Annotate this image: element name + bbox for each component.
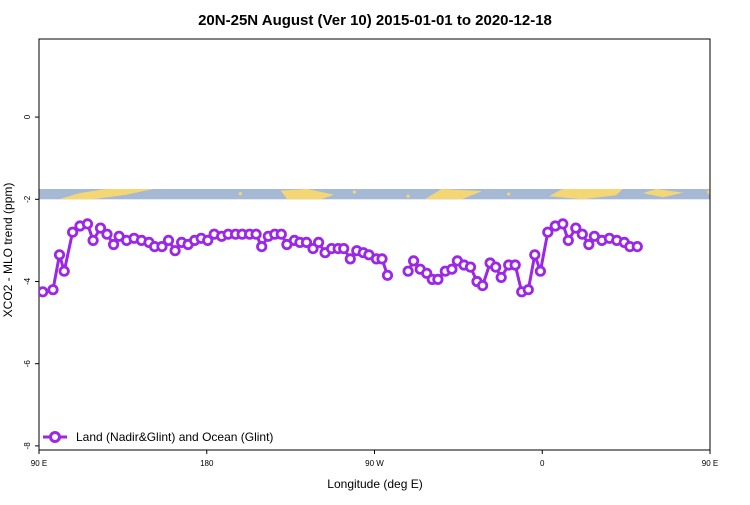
map-strip	[39, 189, 710, 200]
map-land-3	[549, 189, 623, 200]
data-point	[402, 265, 414, 277]
y-axis-label: XCO2 - MLO trend (ppm)	[1, 183, 15, 318]
y-axis: 0 -2 -4 -6 -8	[23, 114, 39, 449]
data-point	[490, 261, 502, 273]
map-land-1	[280, 189, 335, 200]
data-point	[67, 226, 79, 238]
map-land-0	[59, 189, 154, 200]
data-point	[58, 265, 70, 277]
data-point	[300, 236, 313, 248]
x-tick-label: 0	[540, 459, 545, 468]
data-point	[542, 226, 554, 238]
x-tick-label: 180	[200, 459, 214, 468]
data-point	[464, 261, 477, 273]
map-land-5	[706, 189, 710, 196]
x-tick-label: 90 E	[702, 459, 718, 468]
x-tick-label: 90 E	[31, 459, 47, 468]
data-point	[631, 241, 643, 253]
data-point	[432, 273, 444, 285]
map-land-speck-2	[507, 192, 511, 196]
data-point	[509, 259, 521, 271]
data-point	[108, 238, 120, 251]
legend-label: Land (Nadir&Glint) and Ocean (Glint)	[76, 430, 273, 444]
data-point	[53, 249, 66, 261]
y-tick-label: -4	[23, 277, 32, 285]
data-point	[344, 253, 356, 265]
x-tick-label: 90 W	[365, 459, 384, 468]
data-point	[156, 241, 168, 253]
series-layer	[39, 218, 643, 298]
x-axis-label: Longitude (deg E)	[327, 477, 422, 491]
y-tick-label: 0	[23, 114, 32, 119]
data-point	[381, 269, 394, 281]
map-land-4	[642, 189, 684, 198]
map-ocean	[39, 189, 710, 200]
data-point	[275, 228, 287, 240]
y-tick-label: -6	[23, 360, 32, 368]
data-point	[446, 263, 458, 275]
data-point	[256, 241, 268, 253]
data-point	[101, 228, 113, 240]
data-point	[87, 234, 99, 246]
data-point	[407, 255, 420, 267]
y-tick-label: -8	[23, 442, 32, 450]
data-point	[476, 279, 489, 292]
data-point	[576, 228, 588, 240]
data-point	[81, 218, 94, 230]
data-point	[570, 222, 582, 234]
data-point	[376, 253, 388, 265]
data-point	[39, 286, 49, 298]
data-point	[94, 222, 107, 234]
map-land-speck-0	[238, 192, 242, 196]
data-point	[583, 238, 595, 251]
data-point	[47, 284, 59, 296]
x-axis: 90 E 180 90 W 0 90 E	[31, 450, 718, 468]
map-land-speck-1	[406, 194, 410, 198]
data-point	[250, 228, 262, 240]
data-point	[312, 236, 325, 248]
chart-title: 20N-25N August (Ver 10) 2015-01-01 to 20…	[198, 12, 552, 29]
legend-marker	[49, 431, 61, 443]
legend: Land (Nadir&Glint) and Ocean (Glint)	[43, 430, 273, 444]
data-point	[202, 234, 214, 246]
data-point	[169, 245, 181, 257]
data-point	[529, 249, 541, 261]
data-point	[162, 234, 175, 246]
data-point	[562, 234, 574, 246]
map-land-2	[424, 189, 482, 200]
y-tick-label: -2	[23, 195, 32, 203]
data-point	[557, 218, 569, 230]
data-point	[534, 265, 547, 277]
data-point	[495, 271, 507, 283]
data-point	[338, 243, 350, 255]
map-land-speck-3	[352, 190, 356, 194]
data-point	[522, 284, 534, 296]
